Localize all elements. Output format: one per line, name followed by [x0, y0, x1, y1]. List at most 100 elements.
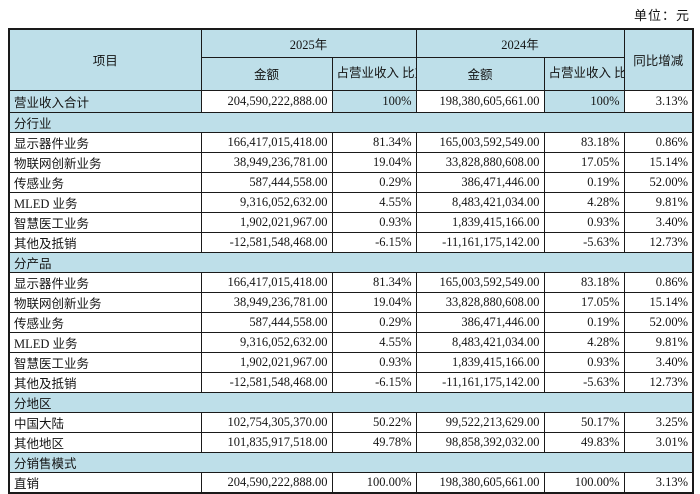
- ratio-2025-cell: 4.55%: [331, 191, 417, 213]
- header-year-2024: 2024年: [415, 28, 625, 58]
- header-ratio-2024: 占营业收入 比重: [543, 56, 625, 91]
- yoy-cell: 3.13%: [623, 89, 694, 113]
- amount-2024-cell: 98,858,392,032.00: [415, 431, 545, 453]
- header-item: 项目: [8, 28, 202, 91]
- yoy-cell: 0.86%: [623, 131, 694, 153]
- section-label: 分行业: [8, 111, 694, 133]
- header-row-metrics: 金额 占营业收入 比重 金额 占营业收入 比重: [9, 56, 693, 91]
- item-label-cell: 智慧医工业务: [8, 211, 202, 233]
- yoy-cell: 9.81%: [623, 331, 694, 353]
- amount-2025-cell: 1,902,021,967.00: [200, 211, 333, 233]
- amount-2025-cell: 587,444,558.00: [200, 171, 333, 193]
- item-label-cell: 物联网创新业务: [8, 151, 202, 173]
- ratio-2024-cell: -5.63%: [543, 371, 625, 393]
- ratio-2024-cell: 49.83%: [543, 431, 625, 453]
- ratio-2024-cell: -5.63%: [543, 231, 625, 253]
- ratio-2025-cell: 100.00%: [331, 471, 417, 493]
- table-row: 其他及抵销 -12,581,548,468.00 -6.15% -11,161,175…: [8, 231, 694, 253]
- item-label-cell: 其他及抵销: [8, 231, 202, 253]
- ratio-2025-cell: 81.34%: [331, 271, 417, 293]
- ratio-2024-cell: 17.05%: [543, 151, 625, 173]
- yoy-cell: 3.40%: [623, 351, 694, 373]
- amount-2024-cell: 165,003,592,549.00: [415, 271, 545, 293]
- yoy-cell: 3.01%: [623, 431, 694, 453]
- amount-2024-cell: 198,380,605,661.00: [415, 471, 545, 493]
- ratio-2025-cell: 19.04%: [331, 291, 417, 313]
- ratio-2025-cell: 49.78%: [331, 431, 417, 453]
- amount-2024-cell: 1,839,415,166.00: [415, 351, 545, 373]
- yoy-cell: 12.73%: [623, 371, 694, 393]
- section-row: 分产品: [8, 251, 694, 273]
- yoy-cell: 3.13%: [623, 471, 694, 493]
- yoy-cell: 12.73%: [623, 231, 694, 253]
- header-row-years: 项目 2025年 2024年 同比增减: [8, 28, 694, 91]
- amount-2025-cell: 166,417,015,418.00: [200, 271, 333, 293]
- table-row: 直销 204,590,222,888.00 100.00% 198,380,605,6…: [8, 471, 694, 493]
- header-amount-2024: 金额: [415, 56, 545, 91]
- yoy-cell: 9.81%: [623, 191, 694, 213]
- amount-2024-cell: 386,471,446.00: [415, 311, 545, 333]
- amount-2025-cell: 204,590,222,888.00: [200, 471, 333, 493]
- table-row: 传感业务 587,444,558.00 0.29% 386,471,446.00 0.1…: [8, 311, 694, 333]
- header-ratio-2025: 占营业收入 比重: [331, 56, 417, 91]
- ratio-2024-cell: 4.28%: [543, 191, 625, 213]
- table-header: 项目 2025年 2024年 同比增减 金额 占营业收入 比重 金额 占营业收入…: [8, 28, 694, 91]
- yoy-cell: 0.86%: [623, 271, 694, 293]
- table-row: MLED 业务 9,316,052,632.00 4.55% 8,483,421,03…: [8, 191, 694, 213]
- table-row: 营业收入合计 204,590,222,888.00 100% 198,380,605,…: [8, 89, 694, 113]
- item-label-cell: 中国大陆: [8, 411, 202, 433]
- amount-2025-cell: 204,590,222,888.00: [200, 89, 333, 113]
- amount-2024-cell: 33,828,880,608.00: [415, 151, 545, 173]
- amount-2025-cell: 1,902,021,967.00: [200, 351, 333, 373]
- report-page: { "unit_label": "单位：元", "colors": { "hea…: [8, 8, 695, 494]
- ratio-2024-cell: 83.18%: [543, 131, 625, 153]
- amount-2024-cell: 165,003,592,549.00: [415, 131, 545, 153]
- ratio-2024-cell: 0.93%: [543, 351, 625, 373]
- table-body: 营业收入合计 204,590,222,888.00 100% 198,380,605,…: [8, 89, 694, 493]
- ratio-2025-cell: 0.29%: [331, 171, 417, 193]
- ratio-2025-cell: -6.15%: [331, 371, 417, 393]
- item-label-cell: MLED 业务: [8, 191, 202, 213]
- ratio-2024-cell: 83.18%: [543, 271, 625, 293]
- ratio-2025-cell: 4.55%: [331, 331, 417, 353]
- ratio-2024-cell: 50.17%: [543, 411, 625, 433]
- amount-2025-cell: 102,754,305,370.00: [200, 411, 333, 433]
- amount-2025-cell: 9,316,052,632.00: [200, 191, 333, 213]
- table-row: 显示器件业务 166,417,015,418.00 81.34% 165,003,59…: [8, 131, 694, 153]
- ratio-2024-cell: 100.00%: [543, 471, 625, 493]
- item-label-cell: 直销: [8, 471, 202, 493]
- ratio-2024-cell: 0.93%: [543, 211, 625, 233]
- amount-2025-cell: 101,835,917,518.00: [200, 431, 333, 453]
- ratio-2024-cell: 17.05%: [543, 291, 625, 313]
- amount-2025-cell: 38,949,236,781.00: [200, 291, 333, 313]
- yoy-cell: 52.00%: [623, 171, 694, 193]
- amount-2024-cell: 33,828,880,608.00: [415, 291, 545, 313]
- ratio-2025-cell: 50.22%: [331, 411, 417, 433]
- table-row: MLED 业务 9,316,052,632.00 4.55% 8,483,421,03…: [8, 331, 694, 353]
- yoy-cell: 3.25%: [623, 411, 694, 433]
- table-row: 中国大陆 102,754,305,370.00 50.22% 99,522,213,6…: [8, 411, 694, 433]
- item-label-cell: 显示器件业务: [8, 131, 202, 153]
- amount-2025-cell: 587,444,558.00: [200, 311, 333, 333]
- header-year-2025: 2025年: [200, 28, 417, 58]
- table-row: 物联网创新业务 38,949,236,781.00 19.04% 33,828,880…: [8, 291, 694, 313]
- item-label-cell: 显示器件业务: [8, 271, 202, 293]
- table-row: 其他及抵销 -12,581,548,468.00 -6.15% -11,161,175…: [8, 371, 694, 393]
- section-label: 分地区: [8, 391, 694, 413]
- ratio-2024-cell: 0.19%: [543, 311, 625, 333]
- header-amount-2025: 金额: [200, 56, 333, 91]
- ratio-2024-cell: 100%: [543, 89, 625, 113]
- amount-2024-cell: 1,839,415,166.00: [415, 211, 545, 233]
- section-label: 分销售模式: [8, 451, 694, 473]
- amount-2024-cell: 8,483,421,034.00: [415, 191, 545, 213]
- item-label-cell: 传感业务: [8, 311, 202, 333]
- item-label-cell: 传感业务: [8, 171, 202, 193]
- table-row: 传感业务 587,444,558.00 0.29% 386,471,446.00 0.1…: [8, 171, 694, 193]
- amount-2024-cell: 198,380,605,661.00: [415, 89, 545, 113]
- amount-2024-cell: 8,483,421,034.00: [415, 331, 545, 353]
- yoy-cell: 3.40%: [623, 211, 694, 233]
- amount-2024-cell: -11,161,175,142.00: [415, 371, 545, 393]
- table-row: 物联网创新业务 38,949,236,781.00 19.04% 33,828,880…: [8, 151, 694, 173]
- item-label-cell: 营业收入合计: [8, 89, 202, 113]
- section-row: 分销售模式: [8, 451, 694, 473]
